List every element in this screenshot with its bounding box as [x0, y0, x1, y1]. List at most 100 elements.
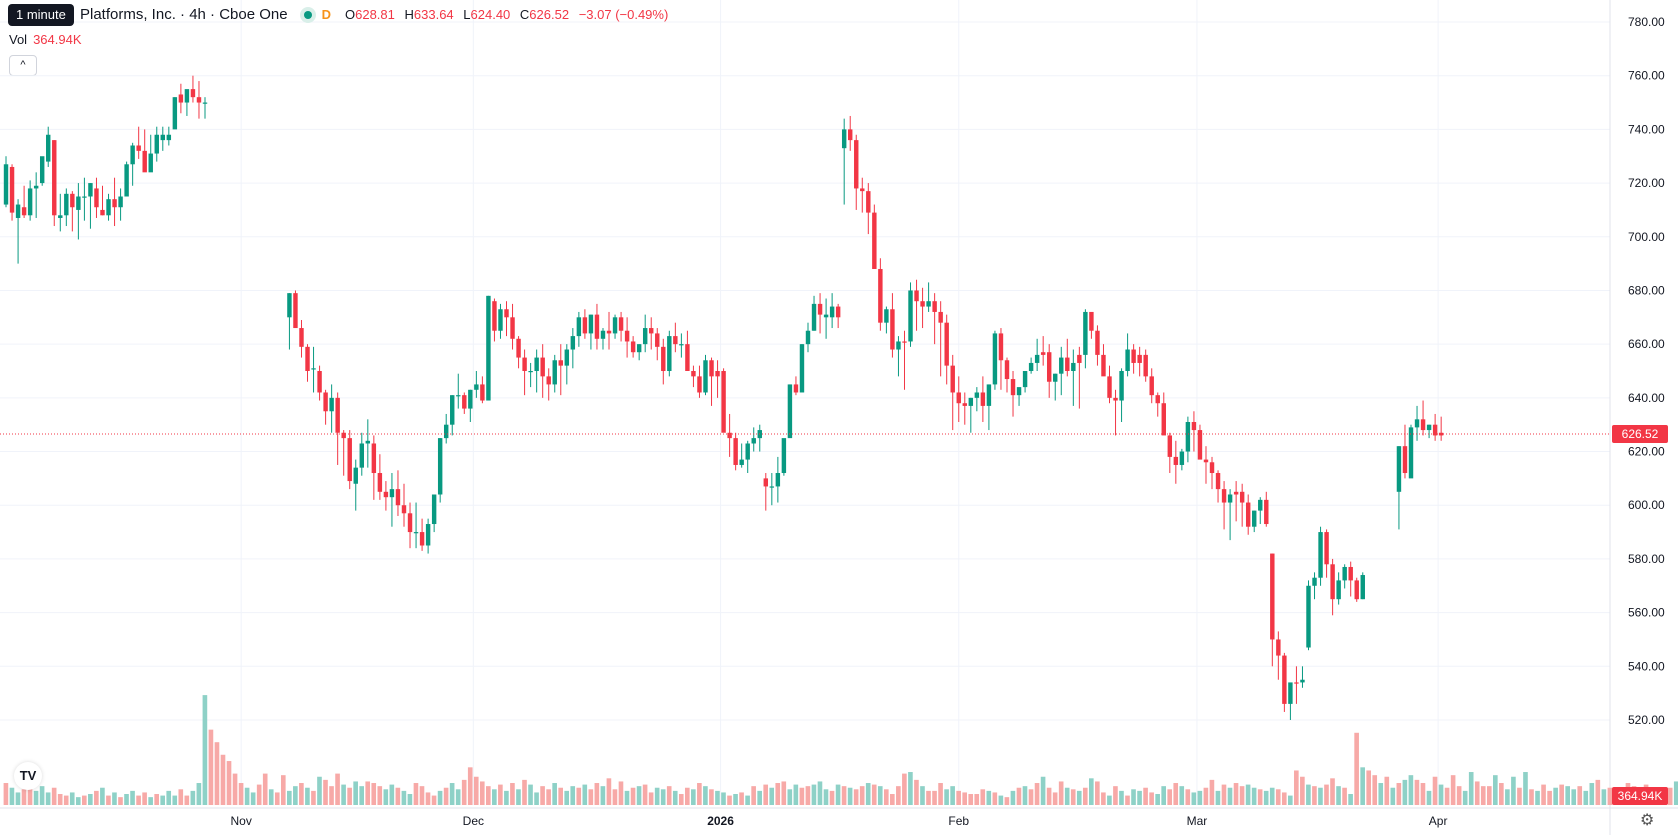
y-tick-label: 560.00	[1628, 606, 1665, 620]
last-volume-badge	[1612, 787, 1668, 805]
volume-bar	[69, 792, 75, 805]
volume-bar	[75, 797, 81, 805]
candle-body	[606, 330, 612, 334]
volume-bar	[184, 795, 190, 805]
volume-bar	[1324, 784, 1329, 805]
volume-bar	[1070, 789, 1076, 805]
volume-bar	[540, 786, 545, 805]
volume-bar	[914, 779, 919, 805]
volume-bar	[1408, 775, 1414, 805]
volume-bar	[1438, 784, 1444, 805]
volume-bar	[1052, 792, 1058, 805]
settings-gear-icon[interactable]: ⚙	[1640, 812, 1655, 829]
volume-bar	[1571, 789, 1577, 805]
candle-body	[347, 438, 352, 482]
candle-body	[914, 290, 919, 302]
candle-body	[1264, 499, 1269, 525]
candle-body	[335, 397, 340, 433]
volume-bar	[992, 792, 998, 805]
volume-bar	[1239, 786, 1245, 805]
volume-bar	[39, 786, 45, 805]
volume-bar	[1535, 790, 1540, 805]
volume-bar	[1541, 784, 1546, 805]
candle-body	[1318, 532, 1323, 578]
volume-bar	[920, 786, 925, 805]
volume-bar	[516, 789, 521, 805]
candle-body	[359, 443, 364, 468]
candle-body	[33, 185, 39, 189]
volume-bar	[956, 790, 961, 805]
candle-body	[1046, 352, 1052, 382]
volume-bar	[522, 779, 527, 805]
candle-body	[106, 199, 111, 216]
volume-bar	[1173, 783, 1179, 805]
volume-bar	[1444, 787, 1450, 805]
volume-bar	[154, 794, 159, 805]
candle-body	[1209, 462, 1215, 474]
y-tick-label: 680.00	[1628, 283, 1665, 297]
candle-body	[1354, 580, 1359, 600]
volume-bar	[1215, 790, 1221, 805]
candle-body	[100, 209, 105, 216]
candle-body	[775, 473, 781, 487]
volume-bar	[510, 783, 515, 805]
volume-bar	[709, 789, 714, 805]
candle-body	[600, 330, 606, 339]
candle-body	[582, 317, 588, 334]
volume-bar	[1022, 786, 1028, 805]
volume-bar	[413, 783, 419, 805]
volume-bar	[1016, 787, 1022, 805]
candle-body	[1276, 639, 1281, 656]
candle-body	[594, 314, 600, 339]
volume-bar	[15, 792, 21, 805]
volume-bar	[1366, 770, 1372, 805]
candle-body	[76, 196, 81, 210]
candle-body	[733, 438, 738, 465]
volume-bar	[739, 792, 744, 805]
candle-body	[27, 188, 33, 216]
volume-bar	[1064, 787, 1070, 805]
open-key: O	[344, 7, 356, 22]
volume-bar	[395, 787, 401, 805]
volume-bar	[853, 789, 859, 805]
volume-bar	[1113, 786, 1118, 805]
volume-bar	[1577, 786, 1583, 805]
tradingview-logo-icon[interactable]: TV	[14, 762, 42, 790]
volume-bar	[660, 789, 666, 805]
y-tick-label: 760.00	[1628, 69, 1665, 83]
candle-body	[1396, 446, 1402, 492]
candle-body	[1185, 422, 1191, 452]
candle-body	[1252, 510, 1257, 527]
candle-body	[504, 309, 509, 318]
volume-bar	[3, 783, 9, 805]
candle-body	[52, 140, 57, 216]
candle-body	[751, 438, 756, 444]
candle-body	[938, 311, 943, 323]
candle-body	[456, 395, 461, 397]
candle-body	[630, 341, 636, 353]
market-status-icon	[303, 10, 312, 19]
y-tick-label: 580.00	[1628, 552, 1665, 566]
candle-body	[1324, 532, 1329, 565]
volume-bar	[1251, 787, 1257, 805]
volume-bar	[684, 787, 690, 805]
y-tick-label: 540.00	[1628, 659, 1665, 673]
candle-body	[94, 188, 99, 208]
candle-body	[425, 524, 431, 546]
volume-bar	[431, 795, 437, 805]
volume-bar	[1167, 789, 1173, 805]
volume-bar	[890, 794, 895, 805]
volume-bar	[232, 773, 238, 805]
volume-bar	[715, 790, 720, 805]
candle-body	[1004, 360, 1010, 380]
candle-body	[534, 357, 539, 371]
volume-bar	[166, 790, 172, 805]
candle-body	[437, 438, 443, 495]
volume-bar	[1474, 781, 1480, 805]
candle-body	[287, 293, 292, 318]
volume-bar	[461, 779, 467, 805]
symbol-title[interactable]: Platforms, Inc. · 4h · Cboe One	[80, 6, 288, 23]
volume-bar	[1595, 779, 1601, 805]
candle-body	[1077, 354, 1082, 363]
